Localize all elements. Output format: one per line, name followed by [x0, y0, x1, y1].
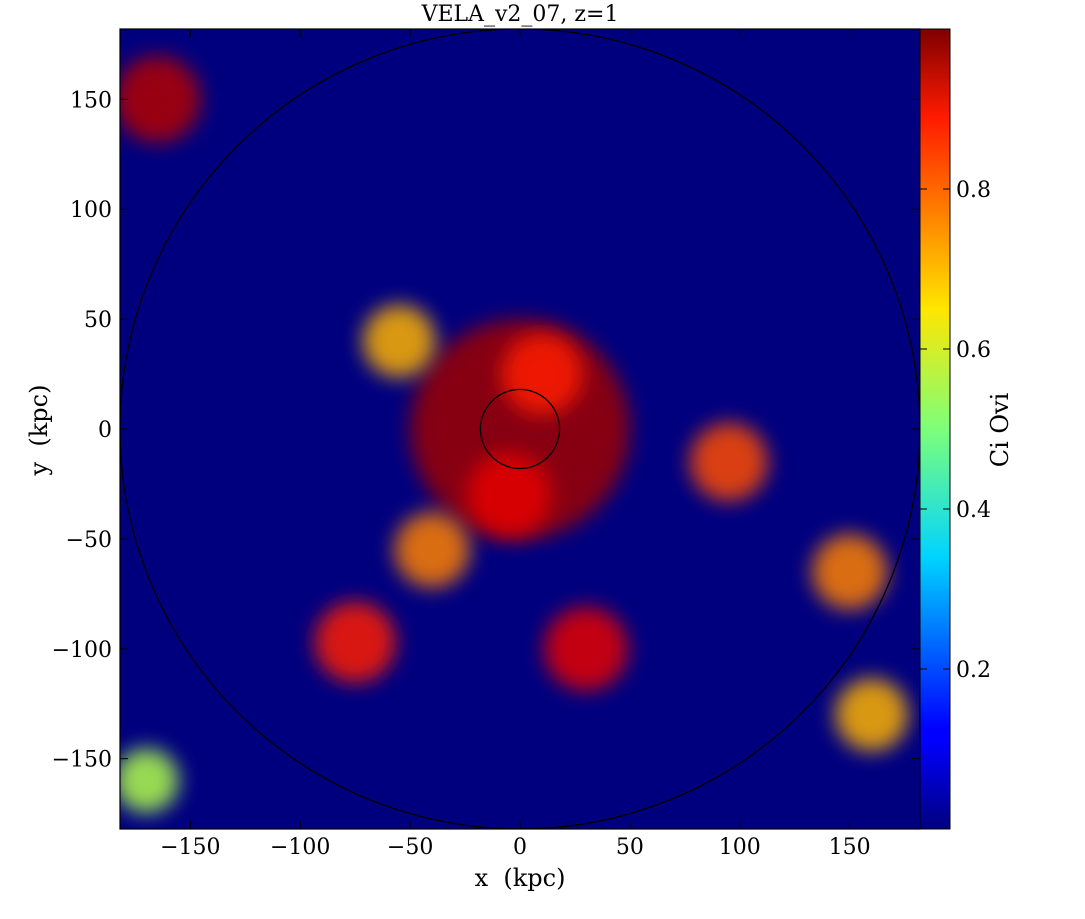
y-tick-label: −150	[52, 748, 112, 773]
x-tick-label: −150	[160, 835, 220, 860]
heatmap-feature	[394, 512, 470, 588]
x-tick-label: 0	[513, 835, 527, 860]
x-tick-label: −100	[270, 835, 330, 860]
radius-circles	[120, 29, 920, 829]
chart-title: VELA_v2_07, z=1	[421, 2, 619, 27]
heatmap-feature	[120, 55, 201, 143]
heatmap-features	[120, 55, 909, 813]
heatmap-feature	[362, 304, 436, 378]
colorbar-ticks: 0.2 0.4 0.6 0.8	[920, 178, 991, 683]
x-tick-label: 100	[719, 835, 761, 860]
radius-circle	[479, 388, 561, 470]
plot-area	[119, 28, 921, 830]
x-axis-label: x (kpc)	[475, 864, 566, 892]
x-tick-label: −50	[387, 835, 433, 860]
colorbar-tick-label: 0.4	[956, 498, 991, 523]
heatmap-feature	[689, 422, 768, 502]
x-tick-label: 150	[829, 835, 871, 860]
y-tick-label: 100	[70, 198, 112, 223]
heatmap-feature	[811, 534, 888, 610]
y-axis-label: y (kpc)	[25, 385, 53, 477]
colorbar-tick-label: 0.2	[956, 658, 991, 683]
x-axis: −150 −100 −50 0 50 100 150	[160, 29, 871, 860]
heatmap-feature	[543, 606, 628, 691]
y-tick-label: −100	[52, 638, 112, 663]
y-tick-label: 50	[84, 308, 112, 333]
heatmap-feature	[314, 601, 396, 683]
y-tick-label: −50	[66, 528, 112, 553]
y-tick-label: 0	[98, 418, 112, 443]
colorbar-tick-label: 0.8	[956, 178, 991, 203]
heatmap-feature	[835, 678, 909, 752]
colorbar: 0.2 0.4 0.6 0.8 Ci Ovi	[919, 28, 1014, 830]
y-tick-label: 150	[70, 88, 112, 113]
x-tick-label: 50	[616, 835, 644, 860]
colorbar-label: Ci Ovi	[986, 392, 1014, 467]
colorbar-tick-label: 0.6	[956, 338, 991, 363]
y-axis: −150 −100 −50 0 50 100 150	[52, 88, 920, 773]
heatmap-feature	[501, 333, 583, 415]
heatmap-feature	[120, 748, 179, 813]
heatmap-feature	[467, 452, 552, 537]
colorbar-gradient	[919, 28, 951, 830]
